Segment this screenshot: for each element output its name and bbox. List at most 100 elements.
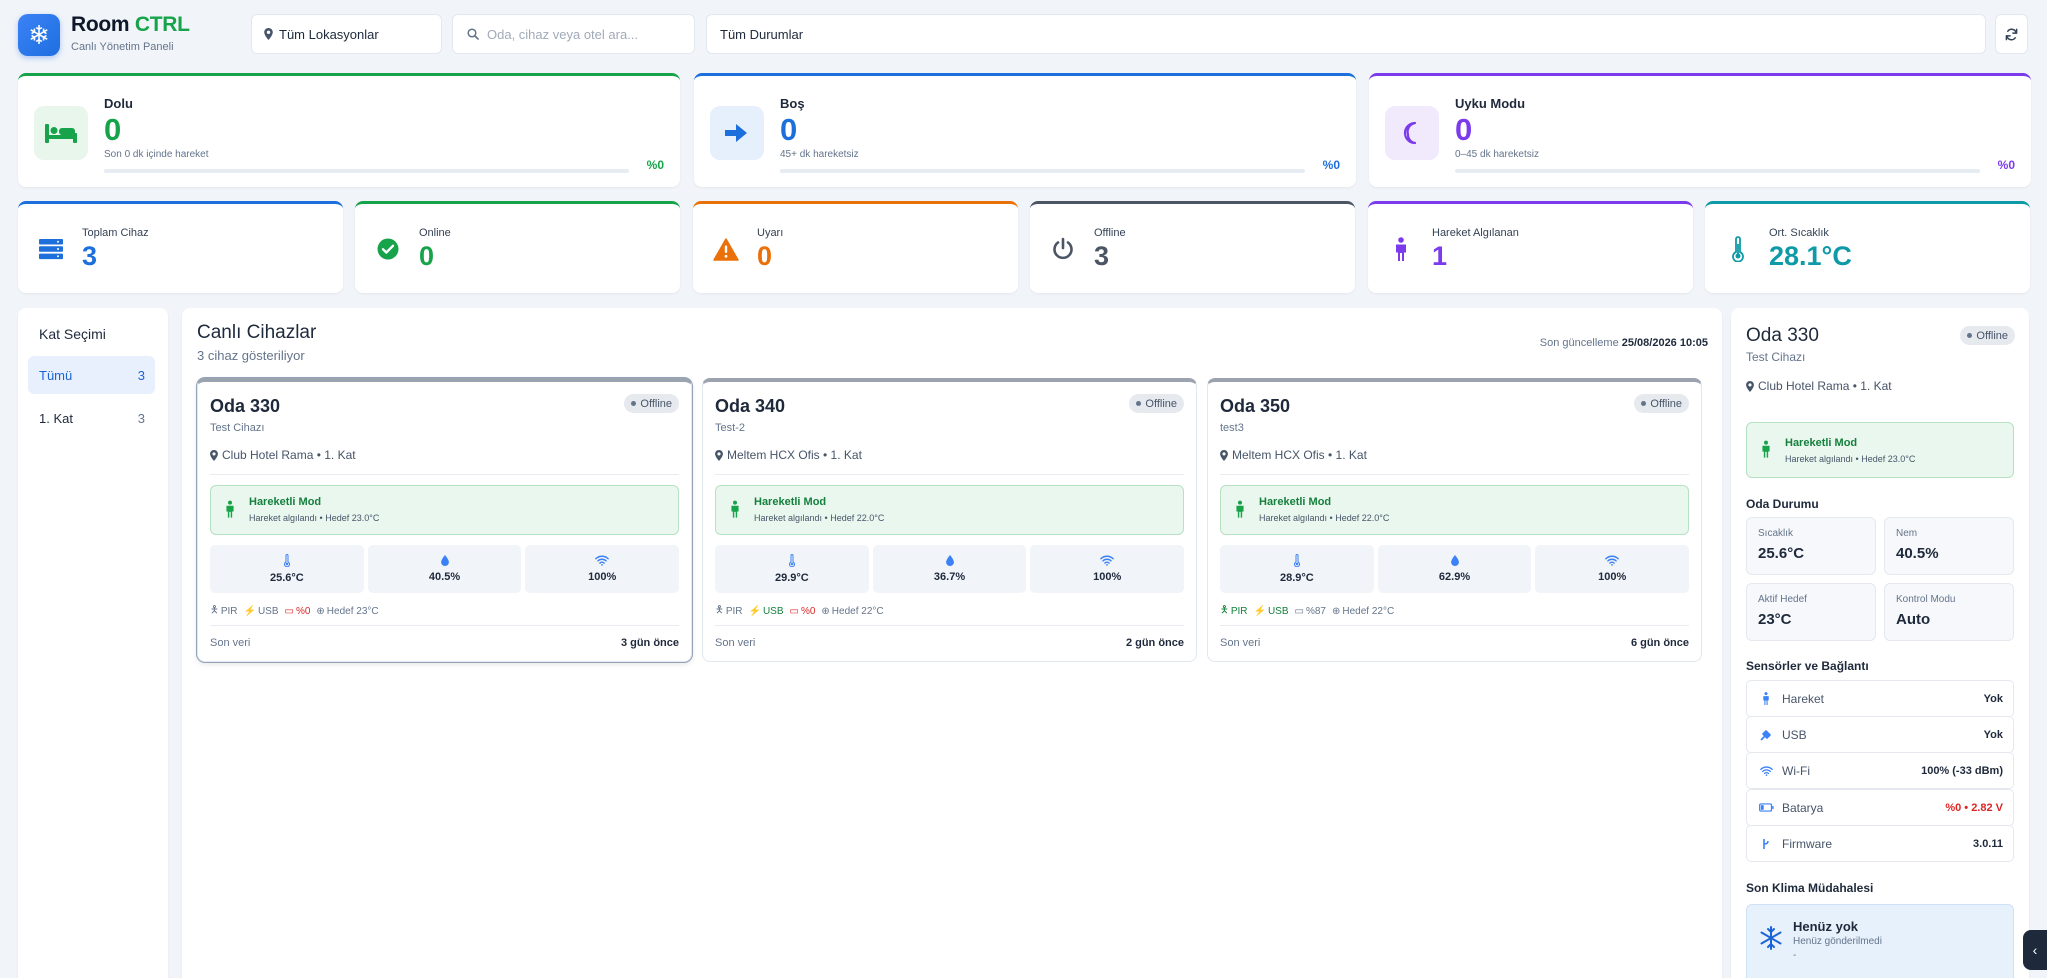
mode-title: Hareketli Mod (249, 496, 322, 508)
thermometer-icon (788, 554, 795, 567)
floor-item-1[interactable]: 1. Kat 3 (28, 399, 155, 437)
device-detail-panel: Oda 330 Test Cihazı Offline Club Hotel R… (1731, 308, 2029, 978)
temperature-metric: 29.9°C (715, 545, 869, 593)
snowflake-icon (1760, 926, 1782, 950)
occupancy-sub: 45+ dk hareketsiz (780, 149, 859, 160)
wifi-icon (1757, 765, 1775, 776)
usb-flag: ⚡ USB (748, 606, 784, 617)
device-flags: 🯅 PIR ⚡ USB ▭ %0 ⊕ Hedef 23°C (210, 603, 379, 620)
humidity-metric: 62.9% (1377, 545, 1532, 593)
device-location: Meltem HCX Ofis • 1. Kat (715, 448, 862, 462)
droplet-icon (945, 555, 954, 566)
detail-room: Oda 330 (1746, 325, 1819, 346)
device-name: Test Cihazı (210, 422, 265, 434)
plug-icon: ⚡ (748, 606, 761, 617)
wifi-icon (1605, 555, 1619, 566)
sensor-row-wifi: Wi-Fi 100% (-33 dBm) (1746, 752, 2014, 789)
device-flags: 🯅 PIR ⚡ USB ▭ %0 ⊕ Hedef 22°C (715, 603, 884, 620)
occupancy-percent: %0 (1997, 158, 2015, 172)
stat-label: Hareket Algılanan (1432, 227, 1519, 239)
last-data-value: 6 gün önce (1630, 637, 1689, 649)
device-card-oda-340[interactable]: Oda 340 Test-2 Offline Meltem HCX Ofis •… (702, 378, 1197, 662)
stat-value: 0 (419, 241, 435, 271)
stat-label: Ort. Sıcaklık (1769, 227, 1829, 239)
motion-mode-box: Hareketli Mod Hareket algılandı • Hedef … (210, 485, 679, 535)
search-box[interactable] (452, 14, 695, 54)
crosshair-icon: ⊕ (1331, 606, 1341, 617)
occupancy-sub: Son 0 dk içinde hareket (104, 149, 209, 160)
plug-icon: ⚡ (243, 606, 256, 617)
last-data-label: Son veri (1220, 637, 1261, 649)
top-header: ❄ Room CTRL Canlı Yönetim Paneli Tüm Lok… (0, 0, 2047, 68)
battery-icon: ▭ (1294, 606, 1304, 617)
floor-item-label: Tümü (39, 367, 73, 383)
status-select[interactable]: Tüm Durumlar (706, 14, 1986, 54)
brand-subtitle: Canlı Yönetim Paneli (71, 41, 174, 53)
detail-location: Club Hotel Rama • 1. Kat (1746, 379, 1892, 393)
occupancy-percent: %0 (1322, 158, 1340, 172)
occupancy-label: Dolu (104, 96, 133, 111)
status-badge: Offline (1960, 326, 2015, 345)
snowflake-logo-icon: ❄ (18, 14, 60, 56)
thermometer-icon (1293, 554, 1300, 567)
klima-main: Henüz yok (1793, 919, 1859, 934)
device-location: Meltem HCX Ofis • 1. Kat (1220, 448, 1367, 462)
temperature-metric: 25.6°C (210, 545, 364, 593)
occupancy-label: Uyku Modu (1455, 96, 1526, 111)
occupancy-card-uyku: Uyku Modu 0 0–45 dk hareketsiz %0 (1369, 73, 2031, 187)
device-card-oda-350[interactable]: Oda 350 test3 Offline Meltem HCX Ofis • … (1207, 378, 1702, 662)
occupancy-progress-bar (1455, 169, 1980, 173)
device-room: Oda 350 (1220, 396, 1291, 416)
stat-value: 28.1°C (1769, 241, 1852, 271)
status-badge: Offline (624, 394, 679, 413)
target-flag: ⊕ Hedef 23°C (316, 606, 379, 617)
motion-mode-box: Hareketli Mod Hareket algılandı • Hedef … (1220, 485, 1689, 535)
location-select[interactable]: Tüm Lokasyonlar (251, 14, 442, 54)
search-icon (467, 28, 479, 40)
device-location: Club Hotel Rama • 1. Kat (210, 448, 356, 462)
brand-title: Room CTRL (71, 13, 190, 36)
stat-label: Offline (1094, 227, 1126, 239)
target-flag: ⊕ Hedef 22°C (1331, 606, 1395, 617)
battery-flag: ▭ %0 (284, 606, 311, 617)
mode-subtitle: Hareket algılandı • Hedef 22.0°C (1259, 513, 1390, 523)
pir-flag: 🯅 PIR (715, 603, 742, 620)
device-card-oda-330[interactable]: Oda 330 Test Cihazı Offline Club Hotel R… (197, 378, 692, 662)
person-icon (1236, 500, 1244, 518)
occupancy-value: 0 (780, 112, 798, 147)
droplet-icon (1450, 555, 1459, 566)
occupancy-progress-bar (780, 169, 1305, 173)
person-icon: 🯅 (715, 605, 724, 616)
collapse-panel-button[interactable]: ‹ (2023, 930, 2047, 970)
location-select-value: Tüm Lokasyonlar (279, 26, 379, 42)
device-name: test3 (1220, 422, 1244, 434)
bed-icon (34, 106, 88, 160)
tile-humidity: Nem 40.5% (1884, 517, 2014, 575)
refresh-button[interactable] (1995, 14, 2028, 54)
map-pin-icon (1220, 449, 1228, 461)
warning-icon (711, 234, 741, 264)
floor-item-count: 3 (137, 367, 145, 383)
pir-flag: 🯅 PIR (210, 603, 237, 620)
wifi-icon (595, 555, 609, 566)
mode-title: Hareketli Mod (1259, 496, 1332, 508)
wifi-metric: 100% (1030, 545, 1185, 593)
motion-mode-box: Hareketli Mod Hareket algılandı • Hedef … (715, 485, 1184, 535)
stat-card-total-devices: Toplam Cihaz 3 (18, 201, 343, 293)
last-data-value: 2 gün önce (1125, 637, 1184, 649)
mode-subtitle: Hareket algılandı • Hedef 23.0°C (249, 513, 380, 523)
battery-flag: ▭ %87 (1294, 606, 1326, 617)
stat-label: Uyarı (757, 227, 784, 239)
status-badge: Offline (1129, 394, 1184, 413)
stat-card-warning: Uyarı 0 (693, 201, 1018, 293)
floor-item-all[interactable]: Tümü 3 (28, 356, 155, 394)
person-icon (226, 500, 234, 518)
room-status-title: Oda Durumu (1746, 497, 1819, 511)
mode-title: Hareketli Mod (754, 496, 827, 508)
map-pin-icon (264, 28, 273, 40)
wifi-icon (1100, 555, 1114, 566)
search-input[interactable] (487, 26, 687, 42)
droplet-icon (440, 555, 449, 566)
occupancy-sub: 0–45 dk hareketsiz (1455, 149, 1539, 160)
motion-mode-box: Hareketli Mod Hareket algılandı • Hedef … (1746, 422, 2014, 478)
